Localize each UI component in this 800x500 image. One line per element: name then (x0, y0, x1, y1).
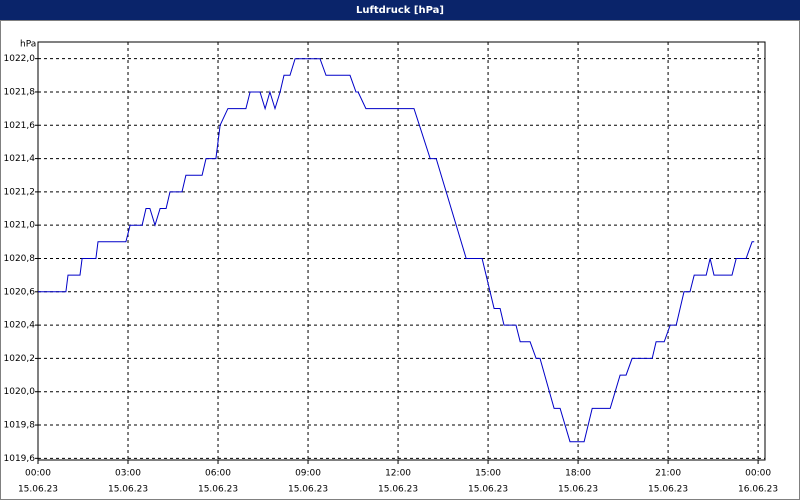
y-tick-label: 1020,0 (4, 387, 36, 397)
x-tick-date: 15.06.23 (468, 485, 508, 495)
x-tick-label: 12:00 (385, 469, 411, 479)
x-tick-label: 21:00 (655, 469, 681, 479)
y-tick-label: 1021,4 (4, 154, 36, 164)
x-tick-date: 15.06.23 (648, 485, 688, 495)
x-tick-label: 00:00 (25, 469, 51, 479)
x-tick-date: 15.06.23 (558, 485, 598, 495)
chart-title: Luftdruck [hPa] (356, 5, 444, 16)
plot-area (37, 41, 766, 461)
x-tick-label: 03:00 (115, 469, 141, 479)
x-tick-date: 16.06.23 (738, 485, 778, 495)
y-tick-label: 1021,0 (4, 221, 36, 231)
y-tick-label: 1020,2 (4, 354, 36, 364)
data-line (38, 58, 755, 443)
y-tick-label: 1020,8 (4, 254, 36, 264)
title-bar (0, 0, 800, 20)
y-tick-label: 1019,8 (4, 421, 36, 431)
y-tick-label: 1019,6 (4, 454, 36, 464)
x-tick-label: 18:00 (565, 469, 591, 479)
y-tick-label: 1022,0 (4, 54, 36, 64)
y-unit-label: hPa (20, 40, 36, 50)
x-tick-date: 15.06.23 (378, 485, 418, 495)
x-tick-label: 06:00 (205, 469, 231, 479)
x-tick-label: 09:00 (295, 469, 321, 479)
y-tick-label: 1020,4 (4, 321, 36, 331)
x-tick-label: 00:00 (745, 469, 771, 479)
x-tick-label: 15:00 (475, 469, 501, 479)
y-tick-label: 1021,2 (4, 187, 36, 197)
x-tick-date: 15.06.23 (108, 485, 148, 495)
x-tick-date: 15.06.23 (18, 485, 58, 495)
x-tick-date: 15.06.23 (288, 485, 328, 495)
y-tick-label: 1020,6 (4, 287, 36, 297)
y-tick-label: 1021,8 (4, 87, 36, 97)
x-tick-date: 15.06.23 (198, 485, 238, 495)
y-tick-label: 1021,6 (4, 121, 36, 131)
